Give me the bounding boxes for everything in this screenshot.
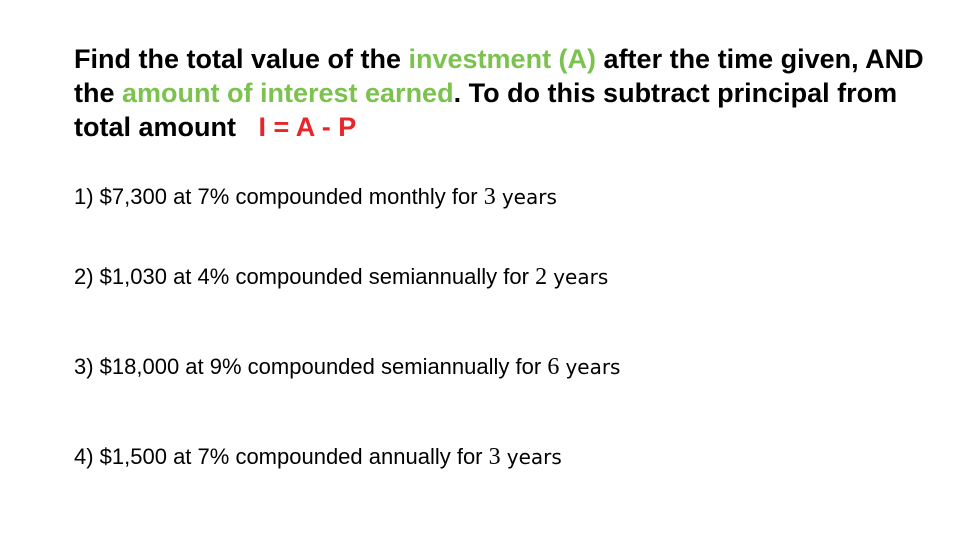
problem-4-text: 4) $1,500 at 7% compounded annually for (74, 444, 489, 469)
problem-1: 1) $7,300 at 7% compounded monthly for 3… (74, 183, 557, 211)
problem-3-years-unit: years (565, 355, 621, 379)
instructions-text-3: . To do this subtract principal from tot… (74, 78, 898, 142)
problem-1-text: 1) $7,300 at 7% compounded monthly for (74, 184, 484, 209)
problem-2-text: 2) $1,030 at 4% compounded semiannually … (74, 264, 536, 289)
problem-4-years-value: 3 (488, 444, 501, 470)
investment-highlight: investment (A) (408, 44, 597, 74)
instructions-heading: Find the total value of the investment (… (74, 42, 934, 144)
problem-3-years-value: 6 (547, 354, 560, 380)
problem-2-years-value: 2 (535, 264, 548, 290)
problem-4-years-unit: years (506, 445, 562, 469)
interest-formula: I = A - P (258, 112, 357, 142)
problem-1-years-value: 3 (483, 184, 496, 210)
problem-2: 2) $1,030 at 4% compounded semiannually … (74, 263, 608, 291)
instructions-text-1: Find the total value of the (74, 44, 409, 74)
problem-2-years-unit: years (553, 265, 609, 289)
problem-1-years-unit: years (501, 185, 557, 209)
problem-3-text: 3) $18,000 at 9% compounded semiannually… (74, 354, 548, 379)
instructions-text-2: after the time given, AND the (74, 44, 924, 108)
problem-3: 3) $18,000 at 9% compounded semiannually… (74, 353, 620, 381)
interest-highlight: amount of interest earned (122, 78, 454, 108)
problem-4: 4) $1,500 at 7% compounded annually for … (74, 443, 562, 471)
